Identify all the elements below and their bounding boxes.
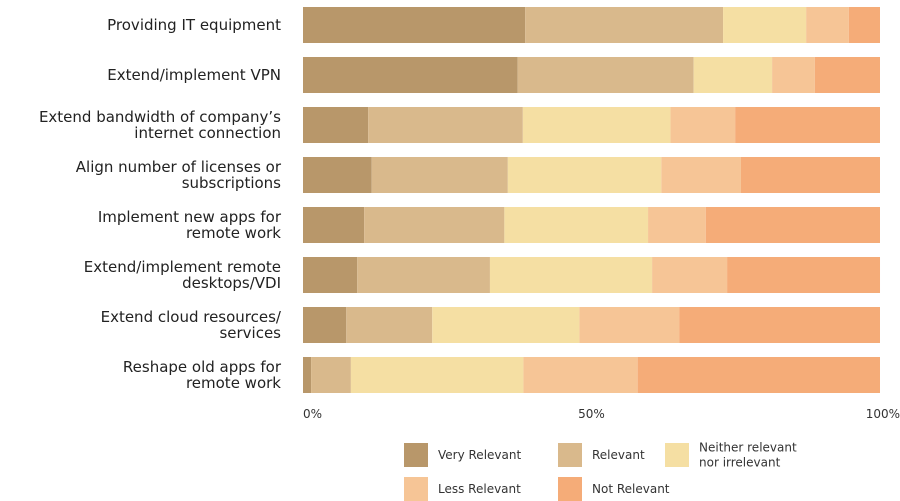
bar-segment-8-less-relevant: [523, 357, 638, 393]
bar-segment-3-not-relevant: [735, 107, 880, 143]
bar-segment-7-very-relevant: [303, 307, 347, 343]
x-tick-label-1: 0%: [303, 407, 322, 421]
bar-segment-6-not-relevant: [727, 257, 881, 293]
bar-segment-7-neither-relevant-nor-irrelevant: [432, 307, 580, 343]
category-label-4-line-1: Align number of licenses or: [76, 158, 282, 176]
category-label-4-line-2: subscriptions: [182, 174, 281, 192]
category-label-2: Extend/implement VPN: [107, 66, 281, 84]
bar-segment-2-less-relevant: [772, 57, 815, 93]
bar-segment-6-neither-relevant-nor-irrelevant: [489, 257, 653, 293]
category-label-7-line-2: services: [219, 324, 281, 342]
legend-label-not-relevant: Not Relevant: [592, 482, 670, 496]
category-label-1: Providing IT equipment: [107, 16, 281, 34]
bar-segment-8-relevant: [311, 357, 351, 393]
bar-segment-2-very-relevant: [303, 57, 518, 93]
bar-segment-3-less-relevant: [670, 107, 736, 143]
bar-segment-6-relevant: [357, 257, 490, 293]
bar-segment-1-neither-relevant-nor-irrelevant: [723, 7, 807, 43]
bar-segment-2-relevant: [517, 57, 694, 93]
category-label-3-line-1: Extend bandwidth of company’s: [39, 108, 281, 126]
bar-segment-3-neither-relevant-nor-irrelevant: [522, 107, 671, 143]
legend-swatch-less-relevant: [404, 477, 428, 501]
bar-segment-8-not-relevant: [637, 357, 880, 393]
category-label-5-line-2: remote work: [186, 224, 281, 242]
category-label-6-line-1: Extend/implement remote: [84, 258, 281, 276]
category-label-8-line-1: Reshape old apps for: [123, 358, 282, 376]
bar-segment-1-less-relevant: [806, 7, 849, 43]
legend-label-very-relevant: Very Relevant: [438, 448, 521, 462]
bar-segment-5-not-relevant: [705, 207, 880, 243]
x-tick-label-3: 100%: [866, 407, 900, 421]
bar-segment-4-not-relevant: [740, 157, 880, 193]
bar-segment-3-very-relevant: [303, 107, 369, 143]
legend-swatch-not-relevant: [558, 477, 582, 501]
bar-segment-6-less-relevant: [652, 257, 728, 293]
bar-segment-7-relevant: [346, 307, 433, 343]
bar-segment-2-neither-relevant-nor-irrelevant: [693, 57, 773, 93]
category-label-8-line-2: remote work: [186, 374, 281, 392]
bar-segment-1-very-relevant: [303, 7, 526, 43]
bar-area: [303, 7, 881, 393]
bar-segment-2-not-relevant: [814, 57, 880, 93]
bar-segment-4-relevant: [371, 157, 508, 193]
legend-label-relevant: Relevant: [592, 448, 645, 462]
legend-label-neither-relevant-nor-irrelevant-line-1: Neither relevant: [699, 441, 797, 455]
legend-swatch-very-relevant: [404, 443, 428, 467]
category-label-6-line-2: desktops/VDI: [182, 274, 281, 292]
bar-segment-7-not-relevant: [679, 307, 880, 343]
bar-segment-5-less-relevant: [648, 207, 706, 243]
bar-segment-5-very-relevant: [303, 207, 365, 243]
category-label-5-line-1: Implement new apps for: [98, 208, 282, 226]
x-axis-ticks: 0% 50% 100%: [303, 407, 900, 421]
legend: Very Relevant Relevant Neither relevantnor…: [404, 441, 797, 501]
bar-segment-4-less-relevant: [661, 157, 741, 193]
bar-segment-5-neither-relevant-nor-irrelevant: [504, 207, 649, 243]
category-label-3-line-2: internet connection: [134, 124, 281, 142]
bar-segment-1-relevant: [525, 7, 724, 43]
legend-swatch-relevant: [558, 443, 582, 467]
bar-segment-4-neither-relevant-nor-irrelevant: [507, 157, 662, 193]
category-labels: Providing IT equipment Extend/implement V…: [39, 16, 282, 392]
bar-segment-1-not-relevant: [848, 7, 880, 43]
bar-segment-8-neither-relevant-nor-irrelevant: [350, 357, 524, 393]
legend-swatch-neither-relevant-nor-irrelevant: [665, 443, 689, 467]
bar-segment-8-very-relevant: [303, 357, 312, 393]
bar-segment-3-relevant: [368, 107, 523, 143]
legend-label-less-relevant: Less Relevant: [438, 482, 521, 496]
bar-segment-4-very-relevant: [303, 157, 372, 193]
x-tick-label-2: 50%: [578, 407, 605, 421]
category-label-7-line-1: Extend cloud resources/: [101, 308, 282, 326]
bar-segment-6-very-relevant: [303, 257, 358, 293]
legend-label-neither-relevant-nor-irrelevant-line-2: nor irrelevant: [699, 456, 781, 470]
bar-segment-7-less-relevant: [579, 307, 680, 343]
bar-segment-5-relevant: [364, 207, 505, 243]
